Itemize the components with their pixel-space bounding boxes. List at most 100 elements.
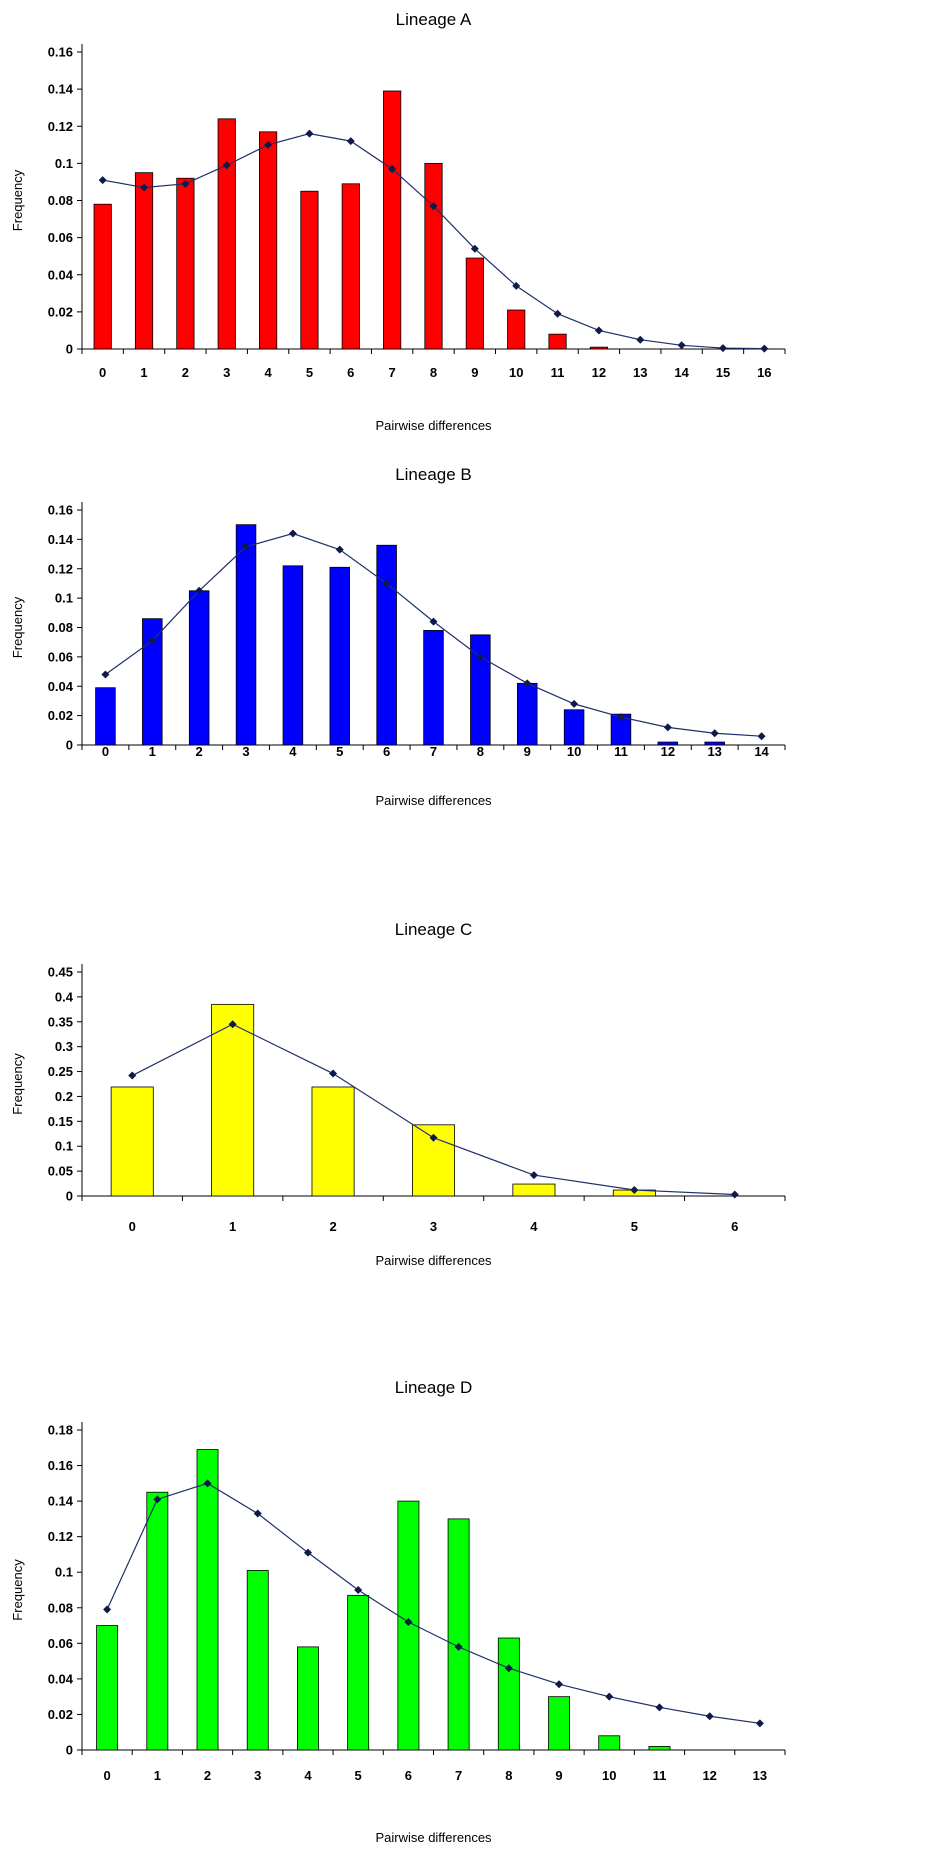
bar — [548, 333, 567, 350]
y-tick-label: 0.08 — [48, 620, 73, 635]
x-tick-label: 10 — [567, 744, 581, 759]
y-tick-label: 0.25 — [48, 1064, 73, 1079]
y-tick-label: 0.4 — [55, 989, 74, 1004]
line-point — [663, 723, 672, 732]
x-tick-label: 1 — [154, 1768, 161, 1783]
y-axis-label: Frequency — [10, 1559, 25, 1621]
bar — [563, 709, 585, 746]
line-point — [429, 617, 438, 626]
bar — [146, 1491, 169, 1751]
line-point — [470, 244, 479, 253]
x-tick-label: 7 — [430, 744, 437, 759]
y-tick-label: 0.1 — [55, 156, 73, 171]
y-tick-label: 0 — [66, 738, 73, 753]
bar — [423, 630, 444, 746]
line-point — [512, 281, 521, 290]
line-point — [346, 137, 355, 146]
x-tick-label: 1 — [149, 744, 156, 759]
x-tick-label: 11 — [551, 365, 565, 380]
y-axis-label: Frequency — [10, 169, 25, 231]
x-tick-label: 13 — [753, 1768, 767, 1783]
line-point — [128, 1071, 137, 1080]
y-tick-label: 0.18 — [48, 1423, 73, 1438]
x-tick-label: 5 — [631, 1219, 638, 1234]
x-tick-label: 11 — [653, 1768, 667, 1783]
chart-svg: Lineage D Frequency Pairwise differences 0 0… — [10, 1378, 786, 1845]
bar — [96, 1625, 119, 1751]
chart-lineage-d: Lineage D Frequency Pairwise differences 0 0… — [0, 1365, 949, 1860]
x-tick-label: 11 — [614, 744, 628, 759]
x-tick-label: 0 — [129, 1219, 136, 1234]
y-tick-label: 0.14 — [48, 82, 74, 97]
line-point — [705, 1712, 714, 1721]
line-point — [755, 1719, 764, 1728]
y-tick-label: 0.12 — [48, 1529, 73, 1544]
y-tick-label: 0.04 — [48, 267, 74, 282]
x-tick-label: 4 — [289, 744, 297, 759]
x-tick-label: 16 — [757, 365, 771, 380]
x-tick-label: 2 — [196, 744, 203, 759]
bar — [176, 177, 195, 350]
x-tick-label: 6 — [731, 1219, 738, 1234]
y-tick-label: 0.12 — [48, 561, 73, 576]
line-point — [335, 545, 344, 554]
y-tick-label: 0.1 — [55, 1565, 73, 1580]
bar — [110, 1086, 154, 1197]
chart-svg: Lineage B Frequency Pairwise differences 0 0… — [10, 465, 786, 808]
line-point — [203, 1479, 212, 1488]
chart-title: Lineage A — [396, 10, 472, 29]
line-point — [429, 202, 438, 211]
y-tick-label: 0.16 — [48, 1458, 73, 1473]
line-point — [404, 1618, 413, 1626]
x-tick-label: 0 — [103, 1768, 110, 1783]
y-tick-label: 0.02 — [48, 304, 73, 319]
x-axis-label: Pairwise differences — [375, 418, 492, 430]
line-point — [476, 652, 485, 661]
y-tick-label: 0.1 — [55, 591, 73, 606]
y-tick-label: 0.04 — [48, 679, 74, 694]
y-axis-label: Frequency — [10, 596, 25, 658]
bar — [589, 346, 608, 350]
x-tick-label: 10 — [602, 1768, 616, 1783]
x-tick-label: 0 — [102, 744, 109, 759]
y-tick-label: 0.14 — [48, 1494, 74, 1509]
bar — [347, 1594, 370, 1751]
y-tick-label: 0.1 — [55, 1139, 73, 1154]
x-tick-label: 8 — [505, 1768, 512, 1783]
bar — [657, 741, 679, 746]
x-tick-label: 7 — [455, 1768, 462, 1783]
line-point — [388, 164, 397, 173]
x-tick-label: 7 — [389, 365, 396, 380]
line-point — [730, 1190, 739, 1199]
bar — [259, 131, 278, 350]
y-tick-label: 0.05 — [48, 1164, 73, 1179]
chart-lineage-a: Lineage A Frequency Pairwise differences 0 0… — [0, 0, 949, 430]
bar — [704, 741, 725, 746]
line-point — [354, 1586, 363, 1594]
x-tick-label: 3 — [254, 1768, 261, 1783]
y-tick-label: 0.02 — [48, 708, 73, 723]
bar — [507, 309, 526, 350]
x-tick-label: 6 — [383, 744, 390, 759]
bar — [134, 172, 154, 350]
chart-lineage-c: Lineage C Frequency Pairwise differences 0 0… — [0, 910, 949, 1340]
line-point — [303, 1548, 312, 1557]
x-tick-label: 8 — [430, 365, 437, 380]
bar — [246, 1570, 269, 1751]
line-point — [710, 729, 719, 738]
x-tick-label: 9 — [471, 365, 478, 380]
bar — [424, 162, 443, 350]
expected-line — [106, 1482, 760, 1724]
x-axis-label: Pairwise differences — [375, 1253, 492, 1268]
x-tick-label: 6 — [405, 1768, 412, 1783]
line-point — [101, 670, 110, 679]
line-point — [570, 699, 579, 708]
line-point — [429, 1133, 438, 1142]
x-tick-label: 4 — [530, 1219, 538, 1234]
bar — [217, 118, 236, 350]
bar — [648, 1746, 671, 1751]
bar — [235, 524, 257, 746]
x-tick-label: 2 — [329, 1219, 336, 1234]
x-tick-label: 12 — [702, 1768, 716, 1783]
line-point — [222, 161, 231, 170]
